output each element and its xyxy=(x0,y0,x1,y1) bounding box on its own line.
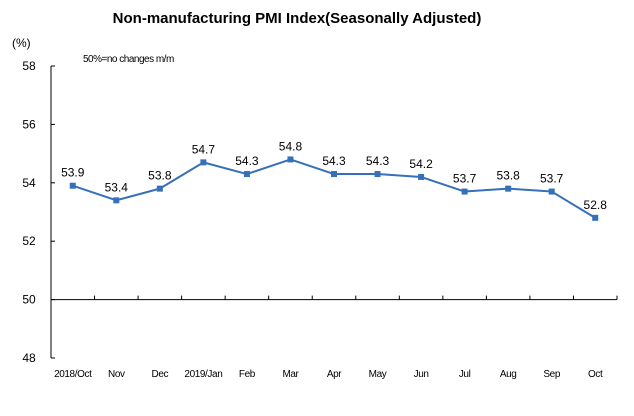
y-tick-label: 52 xyxy=(22,234,36,248)
data-point-marker xyxy=(592,214,599,221)
data-point-marker xyxy=(548,188,555,195)
x-tick-label: Apr xyxy=(327,369,342,380)
data-point-marker xyxy=(156,185,163,192)
x-tick-labels: 2018/Oct Nov Dec 2019/Jan Feb Mar Apr May Jun Jul… xyxy=(54,369,603,380)
data-point-marker xyxy=(461,188,468,195)
x-tick-label: Nov xyxy=(108,369,125,380)
data-point-marker xyxy=(505,185,512,192)
data-label: 54.2 xyxy=(409,157,433,171)
chart-annotation: 50%=no changes m/m xyxy=(83,54,174,65)
data-point-marker xyxy=(200,159,207,166)
y-tick-label: 58 xyxy=(22,59,36,73)
data-point-marker xyxy=(113,197,120,204)
series-group xyxy=(69,156,599,221)
axes xyxy=(50,65,618,359)
data-label: 54.7 xyxy=(192,142,216,156)
y-axis-unit-label: (%) xyxy=(12,36,31,50)
x-tick-label: Aug xyxy=(500,369,517,380)
x-tick-label: Dec xyxy=(152,369,169,380)
x-tick-label: 2018/Oct xyxy=(54,369,92,380)
y-tick-label: 56 xyxy=(22,117,36,131)
x-tick-label: Oct xyxy=(588,369,603,380)
data-label: 54.3 xyxy=(366,154,390,168)
data-point-marker xyxy=(418,173,425,180)
y-tick-label: 54 xyxy=(22,176,36,190)
x-tick-label: Sep xyxy=(543,369,560,380)
data-label: 52.8 xyxy=(584,198,608,212)
data-point-marker xyxy=(374,171,381,178)
x-tick-label: Jun xyxy=(414,369,429,380)
y-tick-labels: 48 50 52 54 56 58 xyxy=(22,59,36,365)
data-label: 53.8 xyxy=(148,169,172,183)
x-tick-label: Feb xyxy=(239,369,256,380)
x-tick-label: Mar xyxy=(282,369,299,380)
data-point-marker xyxy=(287,156,294,163)
data-label: 54.3 xyxy=(235,154,259,168)
data-label: 53.7 xyxy=(540,172,564,186)
data-point-marker xyxy=(331,171,337,178)
data-label: 53.4 xyxy=(105,180,129,194)
data-point-marker xyxy=(243,171,250,178)
y-tick-label: 48 xyxy=(22,351,36,365)
data-label: 54.3 xyxy=(322,154,346,168)
x-tick-label: 2019/Jan xyxy=(184,369,222,380)
data-label: 53.7 xyxy=(453,172,477,186)
data-label: 53.9 xyxy=(61,166,85,180)
y-tick-label: 50 xyxy=(22,293,36,307)
data-label: 54.8 xyxy=(279,139,303,153)
data-label: 53.8 xyxy=(496,169,520,183)
chart-title: Non-manufacturing PMI Index(Seasonally A… xyxy=(113,10,482,27)
data-point-marker xyxy=(69,182,76,189)
x-tick-label: May xyxy=(369,369,387,380)
x-tick-label: Jul xyxy=(459,369,471,380)
data-labels: 53.9 53.4 53.8 54.7 54.3 54.8 54.3 54.3 54.2 53.7… xyxy=(61,139,607,211)
